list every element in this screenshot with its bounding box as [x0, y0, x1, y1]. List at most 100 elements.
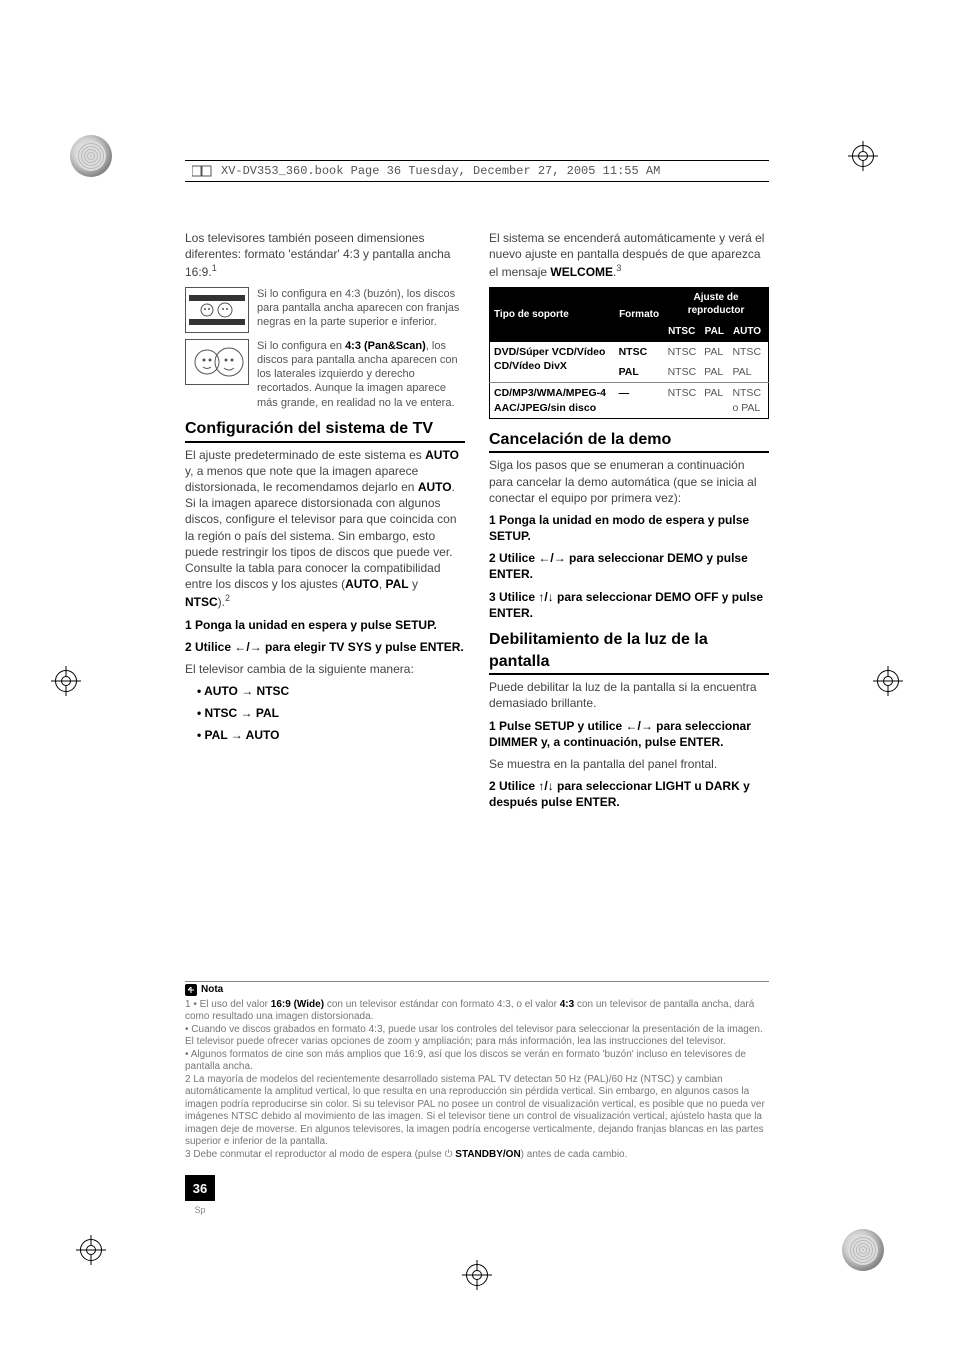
th-pal: PAL	[700, 321, 728, 342]
f1b: 16:9 (Wide)	[271, 999, 324, 1010]
td-r1b-c2: PAL	[700, 362, 728, 383]
ud-arrows-icon: ↑/↓	[538, 779, 553, 793]
heading-dimmer: Debilitamiento de la luz de la pantalla	[489, 629, 769, 675]
right-arrow-icon: →	[241, 706, 253, 720]
page-language-code: Sp	[185, 1205, 215, 1215]
tv-config-paragraph: El ajuste predeterminado de este sistema…	[185, 447, 465, 611]
cfg-f: AUTO	[345, 577, 379, 591]
cancel-step-1: 1 Ponga la unidad en modo de espera y pu…	[489, 512, 769, 544]
td-r1-tipo: DVD/Súper VCD/Vídeo CD/Vídeo DivX	[490, 342, 615, 383]
dimmer-step-1: 1 Pulse SETUP y utilice ←/→ para selecci…	[489, 718, 769, 750]
footnote-1b: • Cuando ve discos grabados en formato 4…	[185, 1024, 769, 1049]
footnote-3: 3 Debe conmutar el reproductor al modo d…	[185, 1149, 769, 1162]
bullet-ntsc-pal: • NTSC → PAL	[197, 705, 465, 721]
td-r2-c2: PAL	[700, 383, 728, 418]
intro-paragraph: Los televisores también poseen dimension…	[185, 230, 465, 281]
wp-b: WELCOME	[550, 265, 613, 279]
two-column-layout: Los televisores también poseen dimension…	[185, 230, 769, 817]
panscan-caption: Si lo configura en 4:3 (Pan&Scan), los d…	[257, 339, 465, 410]
ds1a: 1 Pulse SETUP y utilice	[489, 719, 626, 733]
cancel-step-3: 3 Utilice ↑/↓ para seleccionar DEMO OFF …	[489, 589, 769, 621]
crop-mark-mid-right	[867, 660, 909, 702]
cfg-k: ).	[218, 595, 225, 609]
cs3a: 3 Utilice	[489, 590, 538, 604]
crop-mark-bot-right	[842, 1229, 884, 1271]
page: XV-DV353_360.book Page 36 Tuesday, Decem…	[0, 0, 954, 1351]
power-icon: ⏻	[445, 1149, 453, 1160]
book-icon	[191, 163, 213, 179]
footnotes-block: Nota 1 • El uso del valor 16:9 (Wide) co…	[185, 981, 769, 1161]
td-r2-c3: NTSC o PAL	[728, 383, 768, 418]
intro-sup: 1	[212, 263, 217, 273]
th-auto: AUTO	[728, 321, 768, 342]
tv-change-intro: El televisor cambia de la siguiente mane…	[185, 661, 465, 677]
f3c: ) antes de cada cambio.	[521, 1149, 628, 1160]
crop-mark-top-left	[70, 135, 112, 177]
lr-arrows-icon: ←/→	[234, 640, 261, 654]
cancel-paragraph: Siga los pasos que se enumeran a continu…	[489, 457, 769, 506]
td-r2-fmt: —	[615, 383, 664, 418]
crop-mark-bot-left	[70, 1229, 112, 1271]
f3a: 3 Debe conmutar el reproductor al modo d…	[185, 1149, 445, 1160]
right-arrow-icon: →	[241, 684, 253, 698]
illustration-row-panscan: Si lo configura en 4:3 (Pan&Scan), los d…	[185, 339, 465, 410]
th-formato: Formato	[615, 287, 664, 342]
td-r1b-c1: NTSC	[664, 362, 701, 383]
cfg-j: NTSC	[185, 595, 218, 609]
b1a: • AUTO	[197, 684, 241, 698]
bullet-auto-ntsc: • AUTO → NTSC	[197, 683, 465, 699]
f1c: con un televisor estándar con formato 4:…	[324, 999, 560, 1010]
letterbox-illustration	[185, 287, 249, 333]
intro-text: Los televisores también poseen dimension…	[185, 231, 450, 279]
letterbox-caption: Si lo configura en 4:3 (buzón), los disc…	[257, 287, 465, 333]
heading-cancel-demo: Cancelación de la demo	[489, 429, 769, 454]
crop-mark-top-right	[842, 135, 884, 177]
f3b: STANDBY/ON	[453, 1149, 521, 1160]
welcome-paragraph: El sistema se encenderá automáticamente …	[489, 230, 769, 281]
dimmer-paragraph: Puede debilitar la luz de la pantalla si…	[489, 679, 769, 711]
crop-mark-mid-left	[45, 660, 87, 702]
right-arrow-icon: →	[231, 728, 243, 742]
tv-step-1: 1 Ponga la unidad en espera y pulse SETU…	[185, 617, 465, 633]
tv-step2-a: 2 Utilice	[185, 640, 234, 654]
heading-tv-config: Configuración del sistema de TV	[185, 418, 465, 443]
panscan-caption-bold: 4:3 (Pan&Scan)	[345, 340, 426, 352]
wp-sup: 3	[616, 263, 621, 273]
f1a: 1 • El uso del valor	[185, 999, 271, 1010]
td-r1a-c2: PAL	[700, 342, 728, 363]
lr-arrows-icon: ←/→	[538, 551, 565, 565]
cs2a: 2 Utilice	[489, 551, 538, 565]
footnote-1c: • Algunos formatos de cine son más ampli…	[185, 1049, 769, 1074]
th-group: Ajuste de reproductor	[664, 287, 769, 321]
cfg-b: AUTO	[425, 448, 459, 462]
td-r1a-fmt: NTSC	[615, 342, 664, 363]
cfg-i: y	[409, 577, 418, 591]
b2b: PAL	[253, 706, 279, 720]
bullet-pal-auto: • PAL → AUTO	[197, 727, 465, 743]
cfg-h: PAL	[386, 577, 409, 591]
footnote-2: 2 La mayoría de modelos del recientement…	[185, 1074, 769, 1149]
nota-header: Nota	[185, 984, 223, 997]
tv-step-2: 2 Utilice ←/→ para elegir TV SYS y pulse…	[185, 639, 465, 655]
td-r2-c1: NTSC	[664, 383, 701, 418]
ud-arrows-icon: ↑/↓	[538, 590, 553, 604]
td-r1b-fmt: PAL	[615, 362, 664, 383]
b3b: AUTO	[243, 728, 280, 742]
wp-a: El sistema se encenderá automáticamente …	[489, 231, 764, 279]
nota-label: Nota	[201, 984, 223, 997]
crop-mark-bot-mid	[456, 1254, 498, 1296]
td-r1b-c3: PAL	[728, 362, 768, 383]
th-tipo: Tipo de soporte	[490, 287, 615, 342]
print-header-bar: XV-DV353_360.book Page 36 Tuesday, Decem…	[185, 160, 769, 182]
panscan-illustration	[185, 339, 249, 385]
panscan-caption-pre: Si lo configura en	[257, 340, 345, 352]
cfg-a: El ajuste predeterminado de este sistema…	[185, 448, 425, 462]
b1b: NTSC	[253, 684, 289, 698]
ds2a: 2 Utilice	[489, 779, 538, 793]
header-filename: XV-DV353_360.book Page 36 Tuesday, Decem…	[221, 164, 660, 178]
cfg-d: AUTO	[418, 480, 452, 494]
compatibility-table: Tipo de soporte Formato Ajuste de reprod…	[489, 287, 769, 419]
left-column: Los televisores también poseen dimension…	[185, 230, 465, 817]
dimmer-step-2: 2 Utilice ↑/↓ para seleccionar LIGHT u D…	[489, 778, 769, 810]
td-r1a-c1: NTSC	[664, 342, 701, 363]
